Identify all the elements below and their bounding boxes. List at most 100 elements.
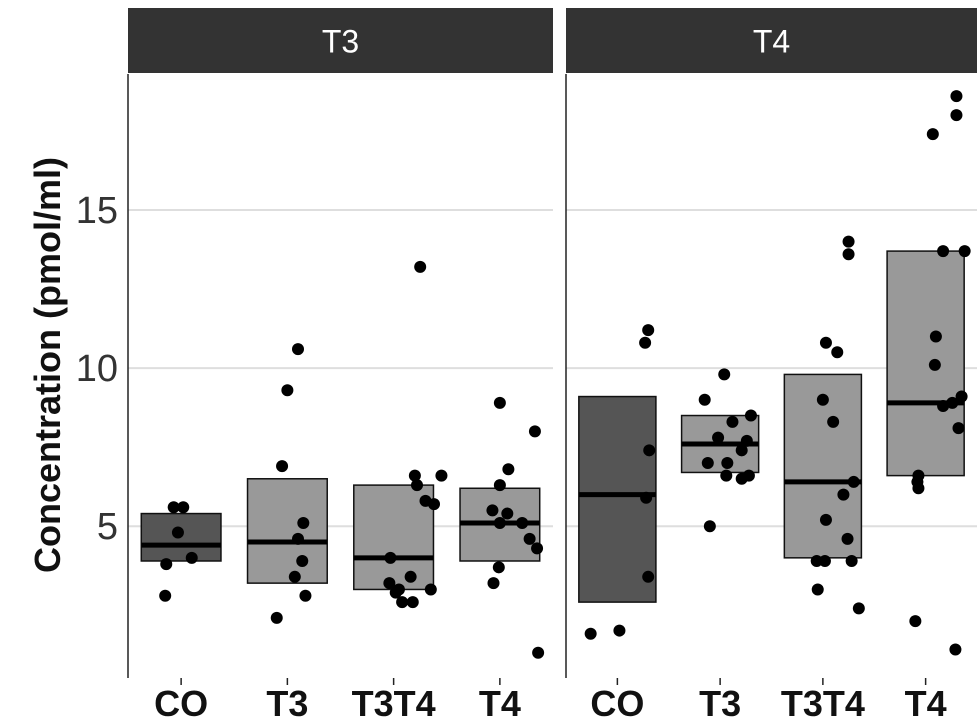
- data-point: [955, 390, 968, 403]
- data-point: [816, 393, 829, 406]
- data-point: [270, 611, 283, 624]
- data-point: [297, 517, 310, 530]
- data-point: [845, 554, 858, 567]
- data-point: [841, 532, 854, 545]
- x-tick-label: CO: [590, 683, 644, 724]
- data-point: [837, 488, 850, 501]
- x-tick-label: T3: [699, 683, 741, 724]
- data-point: [950, 90, 963, 103]
- data-point: [281, 384, 294, 397]
- box-t3: [246, 478, 328, 584]
- data-point: [950, 109, 963, 122]
- data-point: [396, 596, 409, 609]
- data-point: [384, 551, 397, 564]
- data-point: [831, 346, 844, 359]
- data-point: [584, 627, 597, 640]
- data-point: [819, 513, 832, 526]
- data-point: [492, 561, 505, 574]
- data-point: [523, 532, 536, 545]
- data-point: [740, 434, 753, 447]
- data-point: [642, 570, 655, 583]
- data-point: [292, 532, 304, 545]
- data-point: [171, 526, 184, 539]
- data-point: [852, 602, 865, 615]
- data-point: [292, 343, 304, 356]
- x-tick-label: T3T4: [352, 683, 436, 724]
- data-point: [167, 501, 180, 514]
- box-t4: [886, 250, 965, 477]
- data-point: [516, 517, 529, 530]
- data-point: [487, 577, 500, 590]
- facet-strip-label: T4: [753, 24, 790, 60]
- data-point: [160, 558, 173, 571]
- data-point: [698, 393, 711, 406]
- data-point: [177, 501, 190, 514]
- data-point: [937, 400, 950, 413]
- data-point: [414, 260, 427, 273]
- panel-t4: T4 CO T3 T3T4 T4: [565, 8, 977, 724]
- data-point: [424, 583, 437, 596]
- data-point: [185, 551, 198, 564]
- data-point: [735, 472, 748, 485]
- data-point: [703, 520, 716, 533]
- data-point: [404, 570, 417, 583]
- data-point: [712, 431, 725, 444]
- data-point: [952, 422, 965, 435]
- data-point: [528, 425, 541, 438]
- data-point: [383, 577, 396, 590]
- data-point: [411, 479, 423, 492]
- data-point: [276, 460, 289, 473]
- x-tick-label: T3T4: [781, 683, 865, 724]
- panel-t3: T3 CO T3 T3T4 T4: [127, 8, 553, 724]
- data-point: [842, 248, 855, 261]
- facet-strip-label: T3: [322, 24, 359, 60]
- data-point: [847, 475, 860, 488]
- data-point: [643, 444, 656, 457]
- data-point: [735, 444, 748, 457]
- facet-strip: [128, 8, 553, 73]
- data-point: [912, 482, 925, 495]
- data-point: [718, 368, 731, 381]
- data-point: [946, 396, 959, 409]
- data-point: [501, 507, 514, 520]
- data-point: [819, 336, 832, 349]
- data-point: [428, 498, 440, 511]
- x-tick-label: T4: [479, 683, 521, 724]
- data-point: [532, 646, 545, 659]
- y-tick-label: 5: [97, 506, 118, 548]
- data-point: [159, 589, 172, 602]
- data-point: [639, 336, 652, 349]
- y-tick-label: 10: [76, 348, 118, 390]
- data-point: [810, 554, 823, 567]
- data-point: [928, 358, 941, 371]
- data-point: [288, 570, 301, 583]
- data-point: [493, 479, 506, 492]
- data-point: [909, 615, 922, 628]
- panels-layer: 5 10 15 T3 CO T3 T3T4 T4 T4 CO T3 T3T4 T4: [76, 8, 977, 724]
- data-point: [818, 554, 831, 567]
- data-point: [493, 517, 506, 530]
- facet-strip: [566, 8, 977, 73]
- x-tick-label: CO: [154, 683, 208, 724]
- data-point: [958, 245, 971, 258]
- data-point: [827, 415, 840, 428]
- data-point: [406, 596, 419, 609]
- data-point: [435, 469, 448, 482]
- data-point: [531, 542, 544, 555]
- y-tick-label: 15: [76, 190, 118, 232]
- data-point: [701, 456, 714, 469]
- data-point: [640, 491, 653, 504]
- data-point: [408, 469, 421, 482]
- x-tick-label: T3: [266, 683, 308, 724]
- data-point: [937, 245, 950, 258]
- data-point: [299, 589, 312, 602]
- data-point: [296, 554, 309, 567]
- data-point: [502, 463, 515, 476]
- data-point: [493, 396, 506, 409]
- data-point: [726, 415, 739, 428]
- data-point: [744, 409, 757, 422]
- data-point: [842, 235, 855, 248]
- box-t3t4: [783, 373, 863, 559]
- x-tick-label: T4: [905, 683, 947, 724]
